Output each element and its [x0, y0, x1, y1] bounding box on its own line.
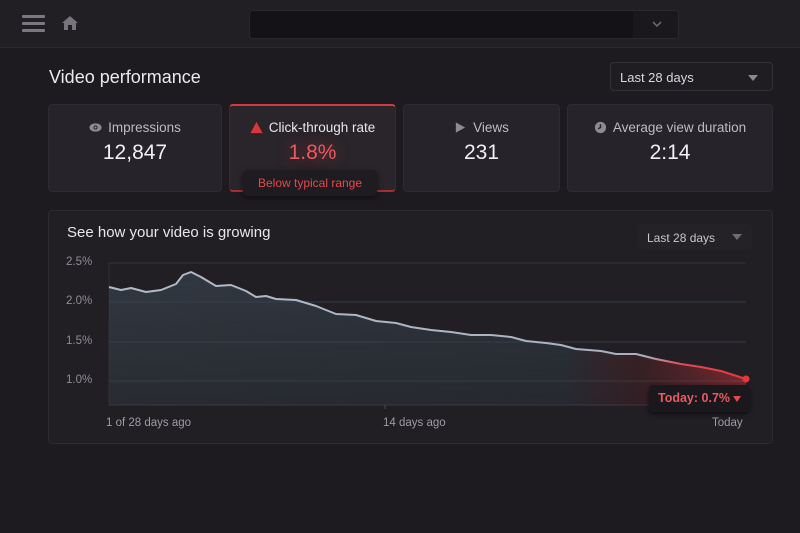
click-through-rate-card[interactable]: Click-through rate 1.8% Below typical ra…: [229, 104, 396, 196]
chart-title: See how your video is growing: [67, 224, 271, 241]
warning-triangle-icon: [250, 121, 263, 134]
today-tooltip: Today: 0.7%: [649, 385, 749, 412]
metric-value: 1.8%: [288, 141, 337, 164]
y-tick: 2.0%: [66, 295, 93, 307]
y-tick: 2.5%: [66, 256, 93, 268]
y-tick: 1.0%: [66, 374, 93, 386]
clock-icon: [594, 121, 606, 134]
date-range-select[interactable]: Last 28 days: [610, 62, 773, 91]
dropdown-arrow-icon: [732, 234, 742, 240]
x-tick: 14 days ago: [383, 417, 446, 429]
average-view-duration-card[interactable]: Average view duration 2:14: [567, 104, 773, 192]
metric-value: 12,847: [102, 141, 168, 164]
metric-label: Click-through rate: [268, 120, 376, 135]
metric-value: 231: [463, 141, 500, 164]
ctr-area-chart[interactable]: [49, 211, 774, 445]
date-range-label: Last 28 days: [620, 70, 694, 85]
growth-chart-panel: See how your video is growing Last 28 da…: [48, 210, 773, 444]
chevron-down-icon: [652, 21, 662, 28]
x-tick: Today: [712, 417, 743, 429]
home-icon[interactable]: [61, 14, 79, 32]
page-title: Video performance: [49, 67, 201, 87]
metric-value: 2:14: [649, 141, 691, 164]
tooltip-text: Today: 0.7%: [658, 391, 731, 405]
metric-label: Impressions: [108, 120, 181, 135]
y-tick: 1.5%: [66, 335, 93, 347]
metric-label: Views: [473, 120, 509, 135]
hamburger-menu-icon[interactable]: [22, 15, 45, 33]
views-card[interactable]: Views 231: [403, 104, 560, 192]
x-tick: 1 of 28 days ago: [106, 417, 192, 429]
eye-icon: [89, 123, 102, 132]
chart-range-label: Last 28 days: [647, 231, 716, 245]
metric-label: Average view duration: [612, 120, 747, 135]
today-data-point: [742, 375, 750, 383]
status-badge: Below typical range: [243, 170, 377, 196]
play-icon: [455, 122, 466, 133]
chart-range-select[interactable]: Last 28 days: [638, 224, 752, 250]
down-arrow-icon: [733, 396, 741, 402]
top-search-select[interactable]: [249, 10, 679, 39]
top-bar: [0, 0, 800, 48]
impressions-card[interactable]: Impressions 12,847: [48, 104, 222, 192]
dropdown-arrow-icon: [748, 75, 758, 81]
